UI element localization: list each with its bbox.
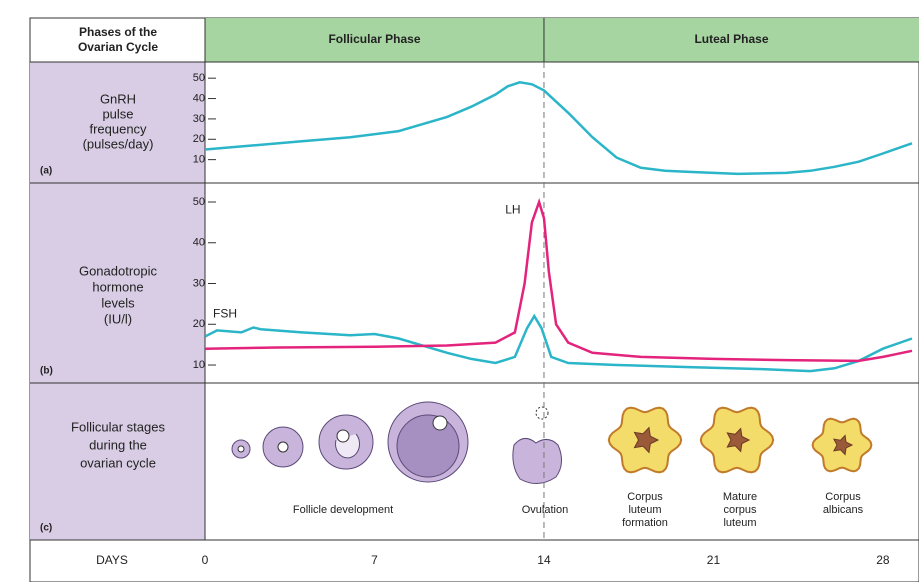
y-tick-label: 50 <box>193 196 205 208</box>
stage-label: albicans <box>823 504 864 516</box>
day-tick-label: 7 <box>371 553 378 567</box>
oocyte <box>337 430 349 442</box>
panel-label: frequency <box>89 121 147 136</box>
panel-tag: (a) <box>40 166 52 177</box>
panel-label: pulse <box>102 106 133 121</box>
day-tick-label: 21 <box>707 553 721 567</box>
stage-label: Corpus <box>627 491 663 503</box>
y-tick-label: 40 <box>193 237 205 249</box>
panel-label: during the <box>89 437 147 452</box>
figure: Phases of the Ovarian Cycle DAYS Follicu… <box>0 0 919 582</box>
y-tick-label: 40 <box>193 92 205 104</box>
panel-label: GnRH <box>100 91 136 106</box>
stage-label: corpus <box>723 504 757 516</box>
panel-label: (pulses/day) <box>83 136 154 151</box>
stage-label: Corpus <box>825 491 861 503</box>
panel-tag: (c) <box>40 523 52 534</box>
panel-label: Follicular stages <box>71 419 165 434</box>
y-tick-label: 30 <box>193 113 205 125</box>
panel-label: ovarian cycle <box>80 455 156 470</box>
panel-label: Gonadotropic <box>79 263 158 278</box>
ruptured-follicle <box>513 438 562 483</box>
day-tick-label: 28 <box>876 553 890 567</box>
phase-header <box>205 18 919 62</box>
stage-label: formation <box>622 517 668 529</box>
phase-label: Follicular Phase <box>328 32 420 46</box>
y-tick-label: 10 <box>193 359 205 371</box>
ovulated-oocyte <box>536 407 548 419</box>
y-tick-label: 20 <box>193 133 205 145</box>
stage-label: luteum <box>628 504 661 516</box>
panel-tag: (b) <box>40 366 53 377</box>
y-tick-label: 50 <box>193 72 205 84</box>
oocyte <box>278 442 288 452</box>
panel-label: (IU/l) <box>104 311 132 326</box>
y-tick-label: 20 <box>193 318 205 330</box>
series-label: FSH <box>213 306 237 320</box>
stage-label: Ovulation <box>522 504 568 516</box>
stage-label: Mature <box>723 491 757 503</box>
antrum <box>397 415 459 477</box>
day-tick-label: 0 <box>202 553 209 567</box>
days-label: DAYS <box>96 553 128 567</box>
y-tick-label: 30 <box>193 277 205 289</box>
day-tick-label: 14 <box>537 553 551 567</box>
series-label: LH <box>505 202 520 216</box>
stage-label: Follicle development <box>293 504 393 516</box>
corner-label: Ovarian Cycle <box>78 40 158 54</box>
oocyte <box>433 416 447 430</box>
y-tick-label: 10 <box>193 154 205 166</box>
phase-label: Luteal Phase <box>694 32 768 46</box>
panel-label: hormone <box>92 279 143 294</box>
oocyte <box>238 446 244 452</box>
panel-label: levels <box>101 295 135 310</box>
stage-label: luteum <box>723 517 756 529</box>
corner-label: Phases of the <box>79 25 157 39</box>
